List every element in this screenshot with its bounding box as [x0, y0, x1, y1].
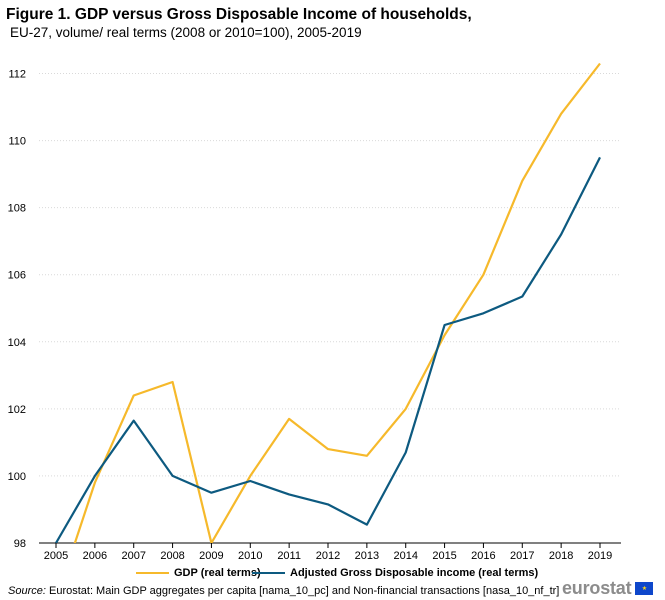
source-note: Source: Eurostat: Main GDP aggregates pe… — [8, 585, 559, 597]
x-tick-label: 2009 — [199, 550, 223, 562]
series-group — [55, 62, 601, 543]
source-label: Source: — [8, 585, 46, 597]
eurostat-logo: eurostat ★ — [562, 578, 654, 599]
legend-item-gdp: GDP (real terms) — [136, 567, 261, 579]
x-tick-label: 2011 — [277, 550, 301, 562]
legend-label-income: Adjusted Gross Disposable income (real t… — [290, 567, 539, 579]
x-tick-label: 2019 — [588, 550, 612, 562]
y-tick-label: 98 — [14, 538, 26, 550]
series-line-income — [55, 156, 601, 543]
y-tick-label: 108 — [8, 203, 26, 215]
y-tick-label: 106 — [8, 270, 26, 282]
x-tick-label: 2012 — [316, 550, 340, 562]
x-tick-label: 2014 — [393, 550, 417, 562]
y-tick-label: 112 — [8, 69, 26, 81]
x-tick-label: 2015 — [432, 550, 456, 562]
series-line-gdp — [73, 62, 601, 543]
eu-flag-icon: ★ — [635, 582, 654, 595]
x-tick-label: 2018 — [549, 550, 573, 562]
x-tick-label: 2017 — [510, 550, 534, 562]
x-tick-label: 2008 — [160, 550, 184, 562]
legend-label-gdp: GDP (real terms) — [174, 567, 261, 579]
legend-swatch-gdp — [136, 572, 169, 574]
chart-subtitle: EU-27, volume/ real terms (2008 or 2010=… — [10, 25, 362, 40]
logo-text: eurostat — [562, 578, 632, 598]
grid-lines — [39, 73, 621, 477]
y-tick-label: 104 — [8, 337, 26, 349]
line-chart: 98 100 102 104 106 108 110 112 2005 2006 2007 2008… — [8, 62, 621, 562]
y-axis: 98 100 102 104 106 108 110 112 — [8, 69, 26, 550]
y-tick-label: 100 — [8, 471, 26, 483]
x-tick-label: 2005 — [44, 550, 68, 562]
x-tick-label: 2007 — [121, 550, 145, 562]
chart-title: Figure 1. GDP versus Gross Disposable In… — [6, 6, 472, 23]
source-text: Eurostat: Main GDP aggregates per capita… — [48, 585, 560, 597]
x-axis: 2005 2006 2007 2008 2009 2010 2011 2012 2013 2014… — [39, 542, 621, 562]
x-tick-label: 2013 — [355, 550, 379, 562]
legend-swatch-income — [252, 572, 285, 574]
x-tick-label: 2006 — [83, 550, 107, 562]
y-tick-label: 102 — [8, 404, 26, 416]
x-tick-label: 2016 — [471, 550, 495, 562]
y-tick-label: 110 — [8, 136, 26, 148]
x-tick-label: 2010 — [238, 550, 262, 562]
legend-item-income: Adjusted Gross Disposable income (real t… — [252, 567, 538, 579]
